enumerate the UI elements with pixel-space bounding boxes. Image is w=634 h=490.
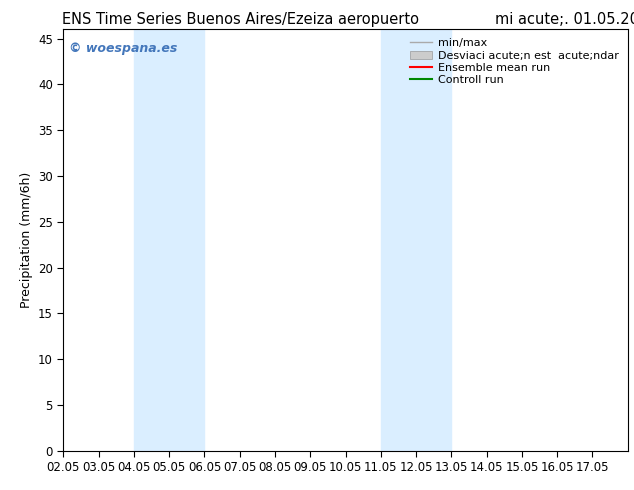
Bar: [381, 29, 451, 451]
Y-axis label: Precipitation (mm/6h): Precipitation (mm/6h): [20, 172, 32, 308]
Text: mi acute;. 01.05.2024 12 UTC: mi acute;. 01.05.2024 12 UTC: [495, 12, 634, 27]
Legend: min/max, Desviaci acute;n est  acute;ndar, Ensemble mean run, Controll run: min/max, Desviaci acute;n est acute;ndar…: [407, 35, 622, 89]
Bar: [134, 29, 204, 451]
Text: © woespana.es: © woespana.es: [69, 42, 178, 55]
Text: ENS Time Series Buenos Aires/Ezeiza aeropuerto: ENS Time Series Buenos Aires/Ezeiza aero…: [62, 12, 420, 27]
